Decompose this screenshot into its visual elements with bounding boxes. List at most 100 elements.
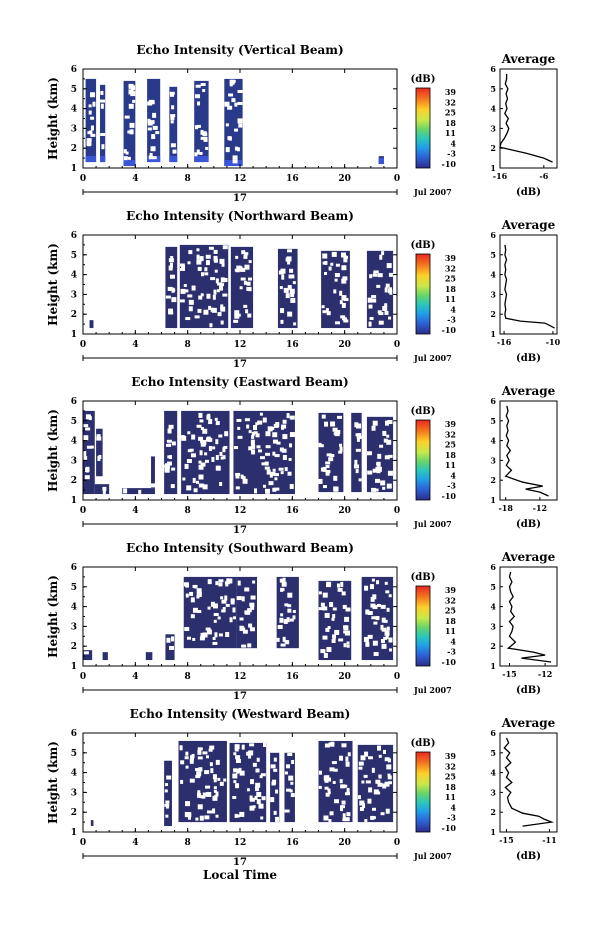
echo-gap bbox=[232, 773, 238, 779]
echo-gap bbox=[339, 755, 344, 761]
echo-gap bbox=[372, 426, 376, 431]
echo-gap bbox=[287, 608, 292, 613]
profile-x-axis-label: (dB) bbox=[516, 187, 541, 198]
echo-gap bbox=[200, 129, 204, 135]
echo-gap bbox=[180, 779, 184, 784]
echo-gap bbox=[254, 795, 258, 800]
echo-gap bbox=[249, 602, 255, 607]
echo-gap bbox=[332, 780, 336, 784]
echo-gap bbox=[212, 636, 216, 640]
echo-gap bbox=[214, 417, 218, 421]
echo-gap bbox=[165, 783, 169, 787]
echo-gap bbox=[278, 270, 284, 275]
y-tick-label: 2 bbox=[71, 310, 77, 320]
echo-gap bbox=[284, 603, 289, 607]
echo-gap bbox=[385, 590, 390, 594]
echo-block bbox=[100, 84, 106, 163]
echo-gap bbox=[196, 124, 201, 128]
echo-gap bbox=[389, 648, 393, 652]
echo-gap bbox=[334, 629, 340, 635]
echo-gap bbox=[321, 305, 325, 309]
echo-gap bbox=[336, 415, 342, 419]
echo-gap bbox=[218, 633, 223, 637]
echo-block bbox=[183, 576, 237, 649]
echo-gap bbox=[371, 807, 376, 811]
echo-gap bbox=[213, 289, 217, 295]
y-tick-label: 6 bbox=[71, 231, 77, 241]
echo-gap bbox=[289, 789, 293, 793]
x-tick-label: 12 bbox=[234, 838, 247, 848]
echo-gap bbox=[333, 768, 338, 772]
echo-gap bbox=[324, 260, 328, 265]
echo-gap bbox=[167, 428, 172, 434]
chart-title-vertical: Echo Intensity (Vertical Beam) bbox=[136, 43, 343, 57]
echo-gap bbox=[318, 442, 322, 447]
echo-gap bbox=[343, 625, 349, 631]
profile-y-tick-label: 2 bbox=[490, 807, 496, 817]
echo-gap bbox=[241, 250, 246, 255]
echo-gap bbox=[320, 467, 325, 472]
echo-gap bbox=[286, 256, 292, 262]
echo-gap bbox=[259, 412, 263, 416]
colorbar-tick-label: 18 bbox=[445, 284, 457, 294]
echo-gap bbox=[83, 456, 88, 461]
echo-gap bbox=[327, 788, 331, 792]
echo-gap bbox=[220, 277, 225, 283]
echo-gap bbox=[233, 768, 238, 773]
echo-gap bbox=[264, 466, 270, 470]
echo-gap bbox=[285, 293, 290, 299]
echo-gap bbox=[333, 432, 337, 436]
echo-gap bbox=[325, 792, 330, 797]
echo-gap bbox=[220, 320, 224, 325]
profile-x-tick-label: -12 bbox=[538, 669, 552, 679]
echo-gap bbox=[383, 636, 388, 640]
echo-gap bbox=[215, 421, 220, 426]
echo-gap bbox=[281, 424, 287, 429]
echo-gap bbox=[168, 645, 174, 650]
y-tick-label: 6 bbox=[71, 729, 77, 739]
echo-gap bbox=[273, 768, 278, 772]
echo-gap bbox=[287, 592, 293, 598]
echo-gap bbox=[223, 778, 227, 782]
y-tick-label: 1 bbox=[71, 164, 77, 174]
echo-gap bbox=[384, 757, 390, 762]
echo-gap bbox=[369, 584, 374, 590]
colorbar-unit: (dB) bbox=[411, 406, 436, 417]
echo-gap bbox=[326, 646, 332, 652]
echo-gap bbox=[200, 440, 205, 444]
echo-gap bbox=[270, 764, 276, 769]
echo-gap bbox=[331, 251, 337, 257]
echo-gap bbox=[127, 156, 131, 160]
echo-gap bbox=[330, 421, 336, 427]
y-tick-label: 6 bbox=[71, 65, 77, 75]
echo-gap bbox=[211, 307, 217, 313]
echo-gap bbox=[368, 756, 374, 760]
echo-gap bbox=[344, 817, 350, 822]
echo-gap bbox=[372, 420, 378, 426]
echo-gap bbox=[225, 147, 230, 153]
echo-gap bbox=[197, 101, 201, 106]
echo-gap bbox=[213, 786, 217, 790]
echo-gap bbox=[214, 269, 218, 273]
echo-gap bbox=[358, 478, 362, 482]
echo-gap bbox=[198, 295, 203, 300]
x-tick-label: 4 bbox=[132, 838, 138, 848]
echo-gap bbox=[287, 311, 293, 317]
echo-gap bbox=[342, 818, 347, 822]
echo-block bbox=[89, 320, 94, 329]
echo-gap bbox=[281, 588, 285, 592]
echo-gap bbox=[129, 122, 135, 128]
echo-gap bbox=[256, 791, 262, 797]
echo-gap bbox=[369, 317, 374, 321]
echo-gap bbox=[168, 455, 172, 460]
echo-gap bbox=[199, 450, 203, 456]
echo-gap bbox=[194, 152, 198, 157]
echo-gap bbox=[205, 785, 211, 789]
echo-gap bbox=[341, 278, 347, 284]
echo-gap bbox=[339, 290, 343, 296]
echo-gap bbox=[219, 258, 225, 264]
echo-gap bbox=[338, 638, 344, 642]
echo-gap bbox=[324, 421, 329, 427]
echo-gap bbox=[164, 466, 170, 472]
echo-gap bbox=[184, 756, 189, 760]
